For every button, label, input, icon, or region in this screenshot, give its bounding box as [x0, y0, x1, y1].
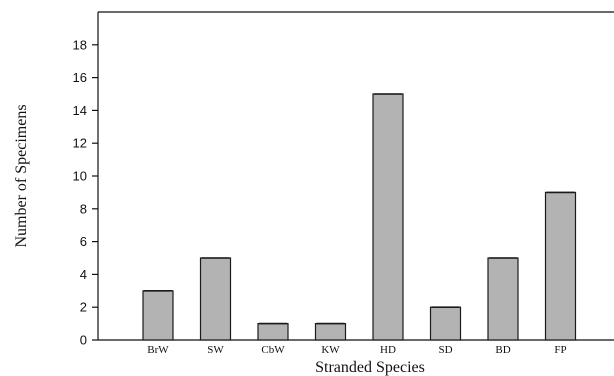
bar-kw: [314, 323, 347, 341]
x-category-label: SD: [438, 344, 452, 356]
y-tick-label: 18: [73, 37, 87, 52]
y-tick-label: 6: [80, 234, 87, 249]
bars-group: [142, 93, 577, 341]
bar-fp: [544, 191, 577, 341]
bar-sd: [429, 306, 462, 341]
y-tick-label: 0: [80, 333, 87, 348]
plot-frame: [97, 11, 614, 341]
x-axis-title: Stranded Species: [315, 359, 425, 376]
x-axis-category-labels: BrW SW CbW KW HD SD BD FP: [147, 344, 566, 356]
y-tick-label: 16: [73, 70, 87, 85]
bar-sw: [199, 257, 232, 341]
y-tick-label: 12: [73, 136, 87, 151]
y-axis-title: Number of Specimens: [13, 104, 30, 247]
y-axis-ticks: 0 2 4 6 8 10 12 14 16 18: [73, 37, 98, 348]
bar-hd: [372, 93, 404, 341]
bar-cbw: [257, 323, 289, 341]
x-category-label: HD: [380, 344, 396, 356]
x-category-label: BrW: [147, 344, 169, 356]
bar-bd: [487, 257, 519, 341]
x-category-label: SW: [207, 344, 224, 356]
x-category-label: KW: [321, 344, 340, 356]
x-category-label: CbW: [261, 344, 285, 356]
y-tick-label: 14: [73, 103, 87, 118]
y-tick-label: 8: [80, 201, 87, 216]
y-tick-label: 4: [80, 267, 87, 282]
y-tick-label: 2: [80, 300, 87, 315]
x-category-label: FP: [554, 344, 566, 356]
x-category-label: BD: [495, 344, 510, 356]
y-tick-label: 10: [73, 169, 87, 184]
bar-brw: [142, 290, 174, 341]
